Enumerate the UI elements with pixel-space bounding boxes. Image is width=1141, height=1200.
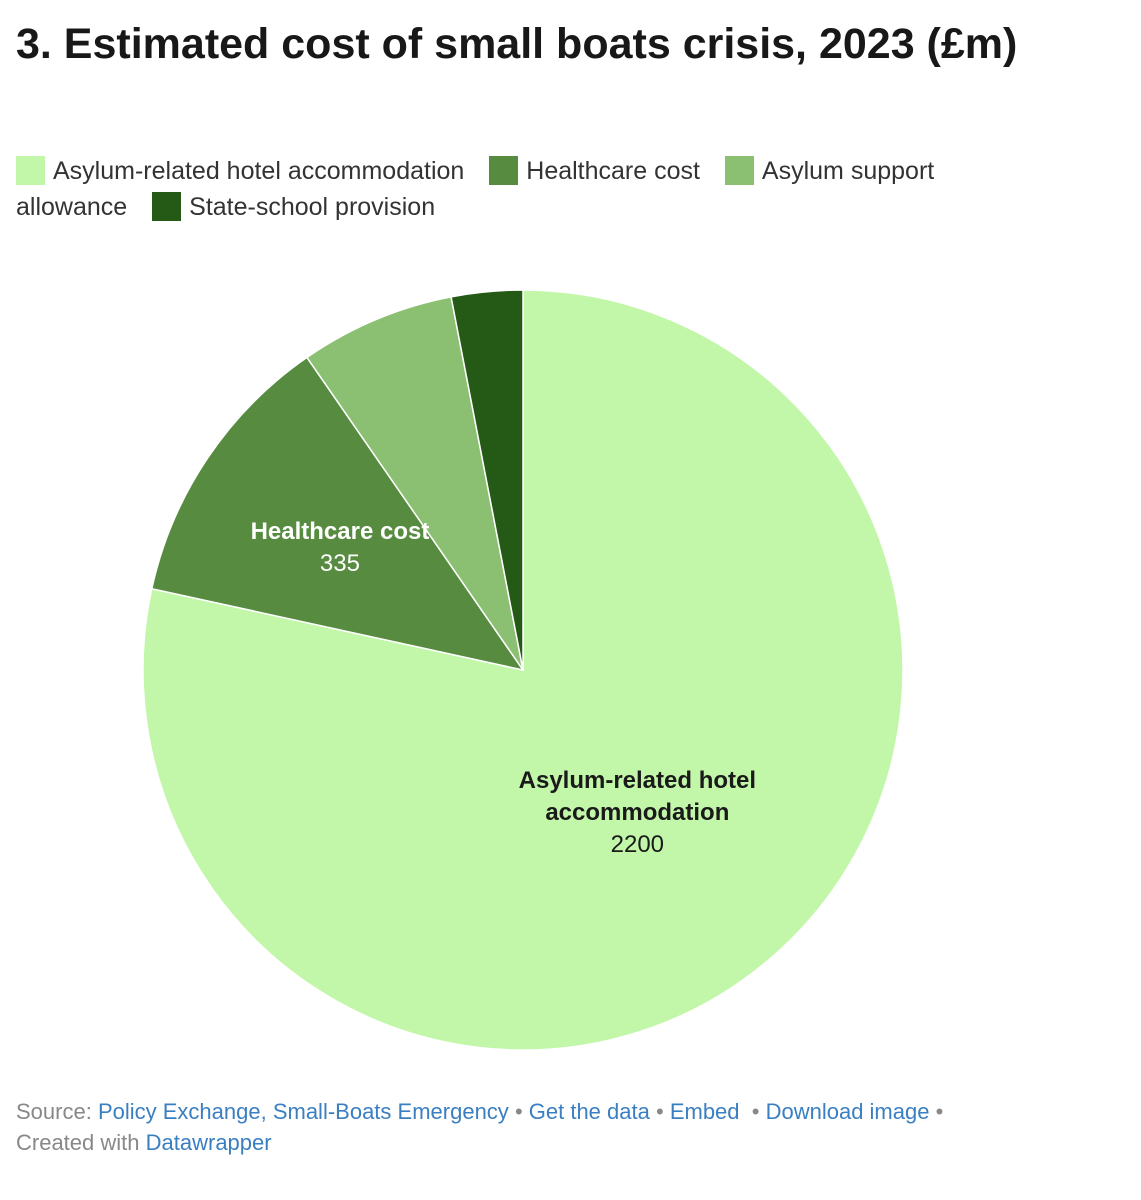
legend-item-healthcare: Healthcare cost — [489, 156, 718, 185]
slice-label-name: Healthcare cost — [251, 518, 430, 545]
pie-slice-healthcare-cost — [150, 356, 525, 672]
slice-label-name: accommodation — [545, 799, 729, 826]
legend-swatch — [489, 156, 519, 185]
slice-label: Asylum-related hotel accommodation 2200 — [519, 767, 756, 858]
chart-footer: Source: Policy Exchange, Small-Boats Eme… — [16, 1096, 1116, 1158]
legend-item-support: Asylum support allowance — [16, 156, 935, 221]
pie-chart: Asylum-related hotel accommodation 2200 Hea… — [142, 289, 904, 1051]
get-data-link[interactable]: Get the data — [528, 1099, 650, 1124]
embed-link[interactable]: Embed — [669, 1099, 740, 1124]
separator: • — [514, 1099, 523, 1124]
separator: • — [751, 1099, 760, 1124]
source-prefix: Source: — [16, 1099, 92, 1124]
slice-label-name: Asylum-related hotel — [519, 767, 756, 794]
separator: • — [655, 1099, 664, 1124]
legend-swatch — [152, 192, 182, 221]
download-image-link[interactable]: Download image — [765, 1099, 930, 1124]
source-link[interactable]: Policy Exchange, Small-Boats Emergency — [97, 1099, 509, 1124]
chart-title: 3. Estimated cost of small boats crisis,… — [16, 20, 1018, 68]
separator: • — [935, 1099, 944, 1124]
legend-label: Healthcare cost — [526, 157, 700, 185]
legend-swatch — [16, 156, 45, 185]
slice-label-value: 335 — [320, 550, 360, 577]
legend-item-school: State-school provision — [152, 192, 453, 221]
legend-label: State-school provision — [189, 193, 436, 221]
slice-label: Healthcare cost 335 — [251, 518, 430, 577]
datawrapper-link[interactable]: Datawrapper — [145, 1130, 272, 1155]
legend-label: Asylum support allowance — [16, 157, 935, 221]
created-with-text: Created with — [16, 1130, 140, 1155]
slice-label-value: 2200 — [611, 831, 664, 858]
legend-label: Asylum-related hotel accommodation — [53, 157, 465, 185]
pie-slice-state-school-provision — [450, 289, 524, 671]
legend-item-hotel: Asylum-related hotel accommodation — [16, 156, 482, 185]
chart-legend: Asylum-related hotel accommodation Healt… — [16, 153, 1016, 225]
legend-swatch — [724, 156, 754, 185]
